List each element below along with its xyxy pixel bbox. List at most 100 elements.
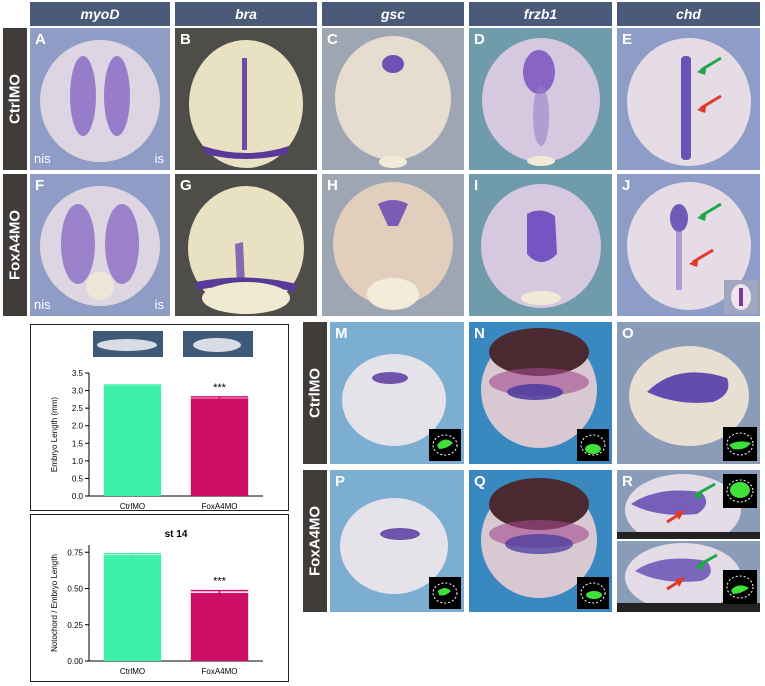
gfp-inset [577,429,609,461]
embryo-image [617,543,760,612]
panel-m: M [330,322,464,464]
embryo-image [481,328,597,448]
y-tick-label: 3.0 [72,387,84,396]
y-tick-label: 0.75 [67,548,83,557]
tadpole-fox-shape [193,338,241,352]
panel-label: I [474,177,479,194]
inset-image [724,280,758,314]
row-label-text: FoxA4MO [306,505,324,577]
gfp-inset [723,427,757,461]
header-myod: myoD [30,2,170,26]
label-is: is [154,297,164,312]
panel-r-top: R [617,470,760,539]
y-tick-label: 2.5 [72,404,84,413]
header-bra: bra [175,2,317,26]
embryo-thumbnail [731,284,751,310]
embryo-image [481,184,601,308]
x-tick-label: CtrlMO [120,667,145,676]
gfp-embryo-icon [726,575,754,599]
chart-k: 0.0 0.5 1.0 1.5 2.0 2.5 3.0 3.5 Embryo Length (m… [30,324,289,511]
bar-foxa4mo [190,592,249,661]
panel-g: G [175,174,317,316]
row-label-text: CtrlMO [6,74,24,124]
significance-stars: *** [213,576,227,588]
panel-e: E [617,28,760,170]
row-label-text: CtrlMO [306,368,324,418]
gfp-inset [429,577,461,609]
gfp-inset [723,474,757,508]
panel-a: A nis is [30,28,170,170]
panel-label: B [180,31,191,48]
gfp-embryo-icon [726,432,754,456]
embryo-image [40,186,160,306]
panel-c: C [322,28,464,170]
gfp-embryo-icon [726,479,754,503]
chart-l-svg: 0.00 0.25 0.50 0.75 Notochord / Embryo Lengt… [50,529,263,676]
panel-q: Q [469,470,612,612]
row-label-ctrlmo-bottom: CtrlMO [303,322,327,464]
x-tick-label: FoxA4MO [201,667,237,676]
y-tick-label: 0.25 [67,621,83,630]
embryo-image [482,38,600,166]
gfp-embryo-icon [580,434,606,456]
chart-title: st 14 [165,529,188,540]
panel-h: H [322,174,464,316]
header-gsc: gsc [322,2,464,26]
gfp-embryo-icon [432,582,458,604]
panel-p: P [330,470,464,612]
chart-k-svg: 0.0 0.5 1.0 1.5 2.0 2.5 3.0 3.5 Embryo Length (m… [50,331,263,510]
embryo-image [188,186,304,314]
row-label-text: FoxA4MO [6,209,24,281]
embryo-image [333,182,453,310]
x-tick-label: FoxA4MO [201,502,237,510]
embryo-image [627,38,751,166]
y-tick-label: 0.50 [67,585,83,594]
gfp-embryo-icon [580,582,606,604]
panel-label: R [622,473,633,490]
panel-n: N [469,322,612,464]
panel-r-bottom [617,541,760,612]
panel-label: H [327,177,338,194]
embryo-image [340,498,448,594]
embryo-image [627,182,751,310]
label-is: is [154,151,164,166]
header-chd: chd [617,2,760,26]
x-tick-label: CtrlMO [120,502,145,510]
panel-o: O [617,322,760,464]
embryo-image [189,40,303,168]
embryo-image [481,478,597,598]
panel-j: J [617,174,760,316]
panel-label: C [327,31,338,48]
panel-label: F [35,177,45,194]
y-tick-label: 0.5 [72,474,84,483]
embryo-image [617,474,760,539]
bar-foxa4mo [190,398,249,496]
chart-l: 0.00 0.25 0.50 0.75 Notochord / Embryo Lengt… [30,514,289,682]
label-nis: nis [34,151,51,166]
panel-i: I [469,174,612,316]
significance-stars: *** [213,382,227,394]
panel-label: E [622,31,633,48]
embryo-image [629,346,749,446]
panel-label: J [622,177,631,194]
y-axis-label: Notochord / Embryo Length [50,554,59,652]
header-frzb1: frzb1 [469,2,612,26]
embryo-image [342,354,446,446]
panel-label: G [180,177,192,194]
panel-f: F nis is [30,174,170,316]
panel-label: M [335,325,348,342]
embryo-image [40,40,160,162]
row-label-ctrlmo-top: CtrlMO [3,28,27,170]
y-tick-label: 3.5 [72,369,84,378]
row-label-foxa4mo-top: FoxA4MO [3,174,27,316]
gfp-inset [723,570,757,604]
panel-b: B [175,28,317,170]
panel-label: N [474,325,485,342]
row-label-foxa4mo-bottom: FoxA4MO [303,470,327,612]
panel-d: D [469,28,612,170]
y-tick-label: 2.0 [72,422,84,431]
y-tick-label: 0.0 [72,492,84,501]
y-axis-label: Embryo Length (mm) [50,397,59,472]
tadpole-ctrl-shape [97,339,157,351]
gfp-inset [577,577,609,609]
